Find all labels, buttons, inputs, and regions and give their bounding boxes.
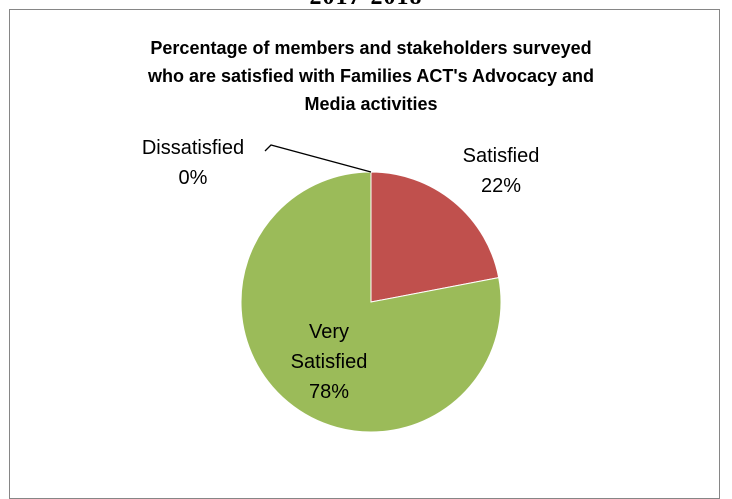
slice-label-very-satisfied-line-1: Very: [309, 321, 349, 343]
leader-line-dissatisfied: [264, 144, 372, 173]
pie-slice-satisfied: [370, 171, 500, 303]
slice-label-dissatisfied-line-2: 0%: [179, 167, 208, 189]
slice-label-satisfied-line-1: Satisfied: [463, 145, 540, 167]
chart-title-line-1: Percentage of members and stakeholders s…: [150, 38, 591, 58]
chart-title: Percentage of members and stakeholders s…: [147, 38, 594, 114]
slice-label-very-satisfied-line-3: 78%: [309, 381, 349, 403]
slice-label-very-satisfied: Very Satisfied 78%: [291, 321, 368, 403]
slice-label-very-satisfied-line-2: Satisfied: [291, 351, 368, 373]
slice-label-dissatisfied: Dissatisfied 0%: [142, 137, 244, 189]
chart-title-line-3: Media activities: [304, 94, 437, 114]
pie-chart: Percentage of members and stakeholders s…: [142, 38, 594, 433]
pie-slices: [240, 171, 502, 433]
slice-label-satisfied-line-2: 22%: [481, 175, 521, 197]
chart-title-line-2: who are satisfied with Families ACT's Ad…: [147, 66, 594, 86]
pie-slice-very-satisfied: [240, 171, 502, 433]
page-header: 2017-2018: [0, 0, 732, 11]
slice-label-dissatisfied-line-1: Dissatisfied: [142, 137, 244, 159]
leader-lines: [264, 144, 372, 173]
slice-label-satisfied: Satisfied 22%: [463, 145, 540, 197]
slice-labels: Satisfied 22% Very Satisfied 78% Dissatisfied…: [142, 137, 539, 403]
